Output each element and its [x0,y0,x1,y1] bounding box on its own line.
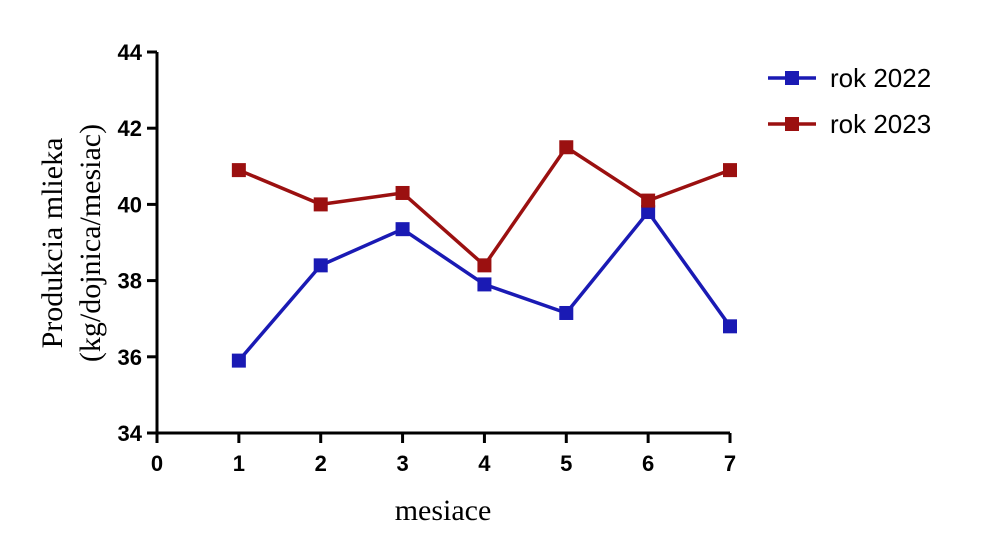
y-ticks: 34 36 38 40 42 44 [118,40,157,446]
x-tick-label: 7 [724,451,736,476]
legend-item-0: rok 2022 [768,63,931,93]
x-tick-label: 2 [315,451,327,476]
data-point [559,140,574,155]
x-ticks: 0 1 2 3 4 5 6 7 [151,433,736,476]
x-tick-label: 1 [233,451,245,476]
legend-label: rok 2022 [830,63,931,93]
y-axis-title-line-1: Produkcia mlieka [36,138,69,349]
data-point [477,258,492,273]
legend-marker [785,117,799,131]
legend-marker [785,71,799,85]
series-1 [231,140,737,273]
y-tick-label: 42 [118,116,142,141]
x-tick-label: 6 [642,451,654,476]
legend-item-1: rok 2023 [768,109,931,139]
data-point [313,197,328,212]
data-point [231,353,246,368]
y-tick-label: 34 [118,421,143,446]
x-tick-label: 3 [396,451,408,476]
x-axis-title: mesiace [395,494,492,527]
x-tick-label: 0 [151,451,163,476]
data-point [395,185,410,200]
legend: rok 2022 rok 2023 [768,63,931,139]
y-axis-title-line-2: (kg/dojnica/mesiac) [74,124,107,362]
data-point [231,163,246,178]
y-tick-label: 36 [118,345,142,370]
data-point [641,205,656,220]
data-point [559,305,574,320]
x-tick-label: 5 [560,451,572,476]
x-tick-label: 4 [478,451,491,476]
data-point [723,319,737,334]
series-line [238,145,731,268]
data-point [641,193,656,208]
data-point [313,258,328,273]
data-point [395,222,410,237]
series-0 [231,205,737,368]
series-layer [231,140,737,368]
y-tick-label: 44 [118,40,143,65]
y-tick-label: 38 [118,269,142,294]
legend-label: rok 2023 [830,109,931,139]
data-point [477,277,492,292]
y-tick-label: 40 [118,192,142,217]
axes [155,52,730,435]
data-point [723,163,737,178]
